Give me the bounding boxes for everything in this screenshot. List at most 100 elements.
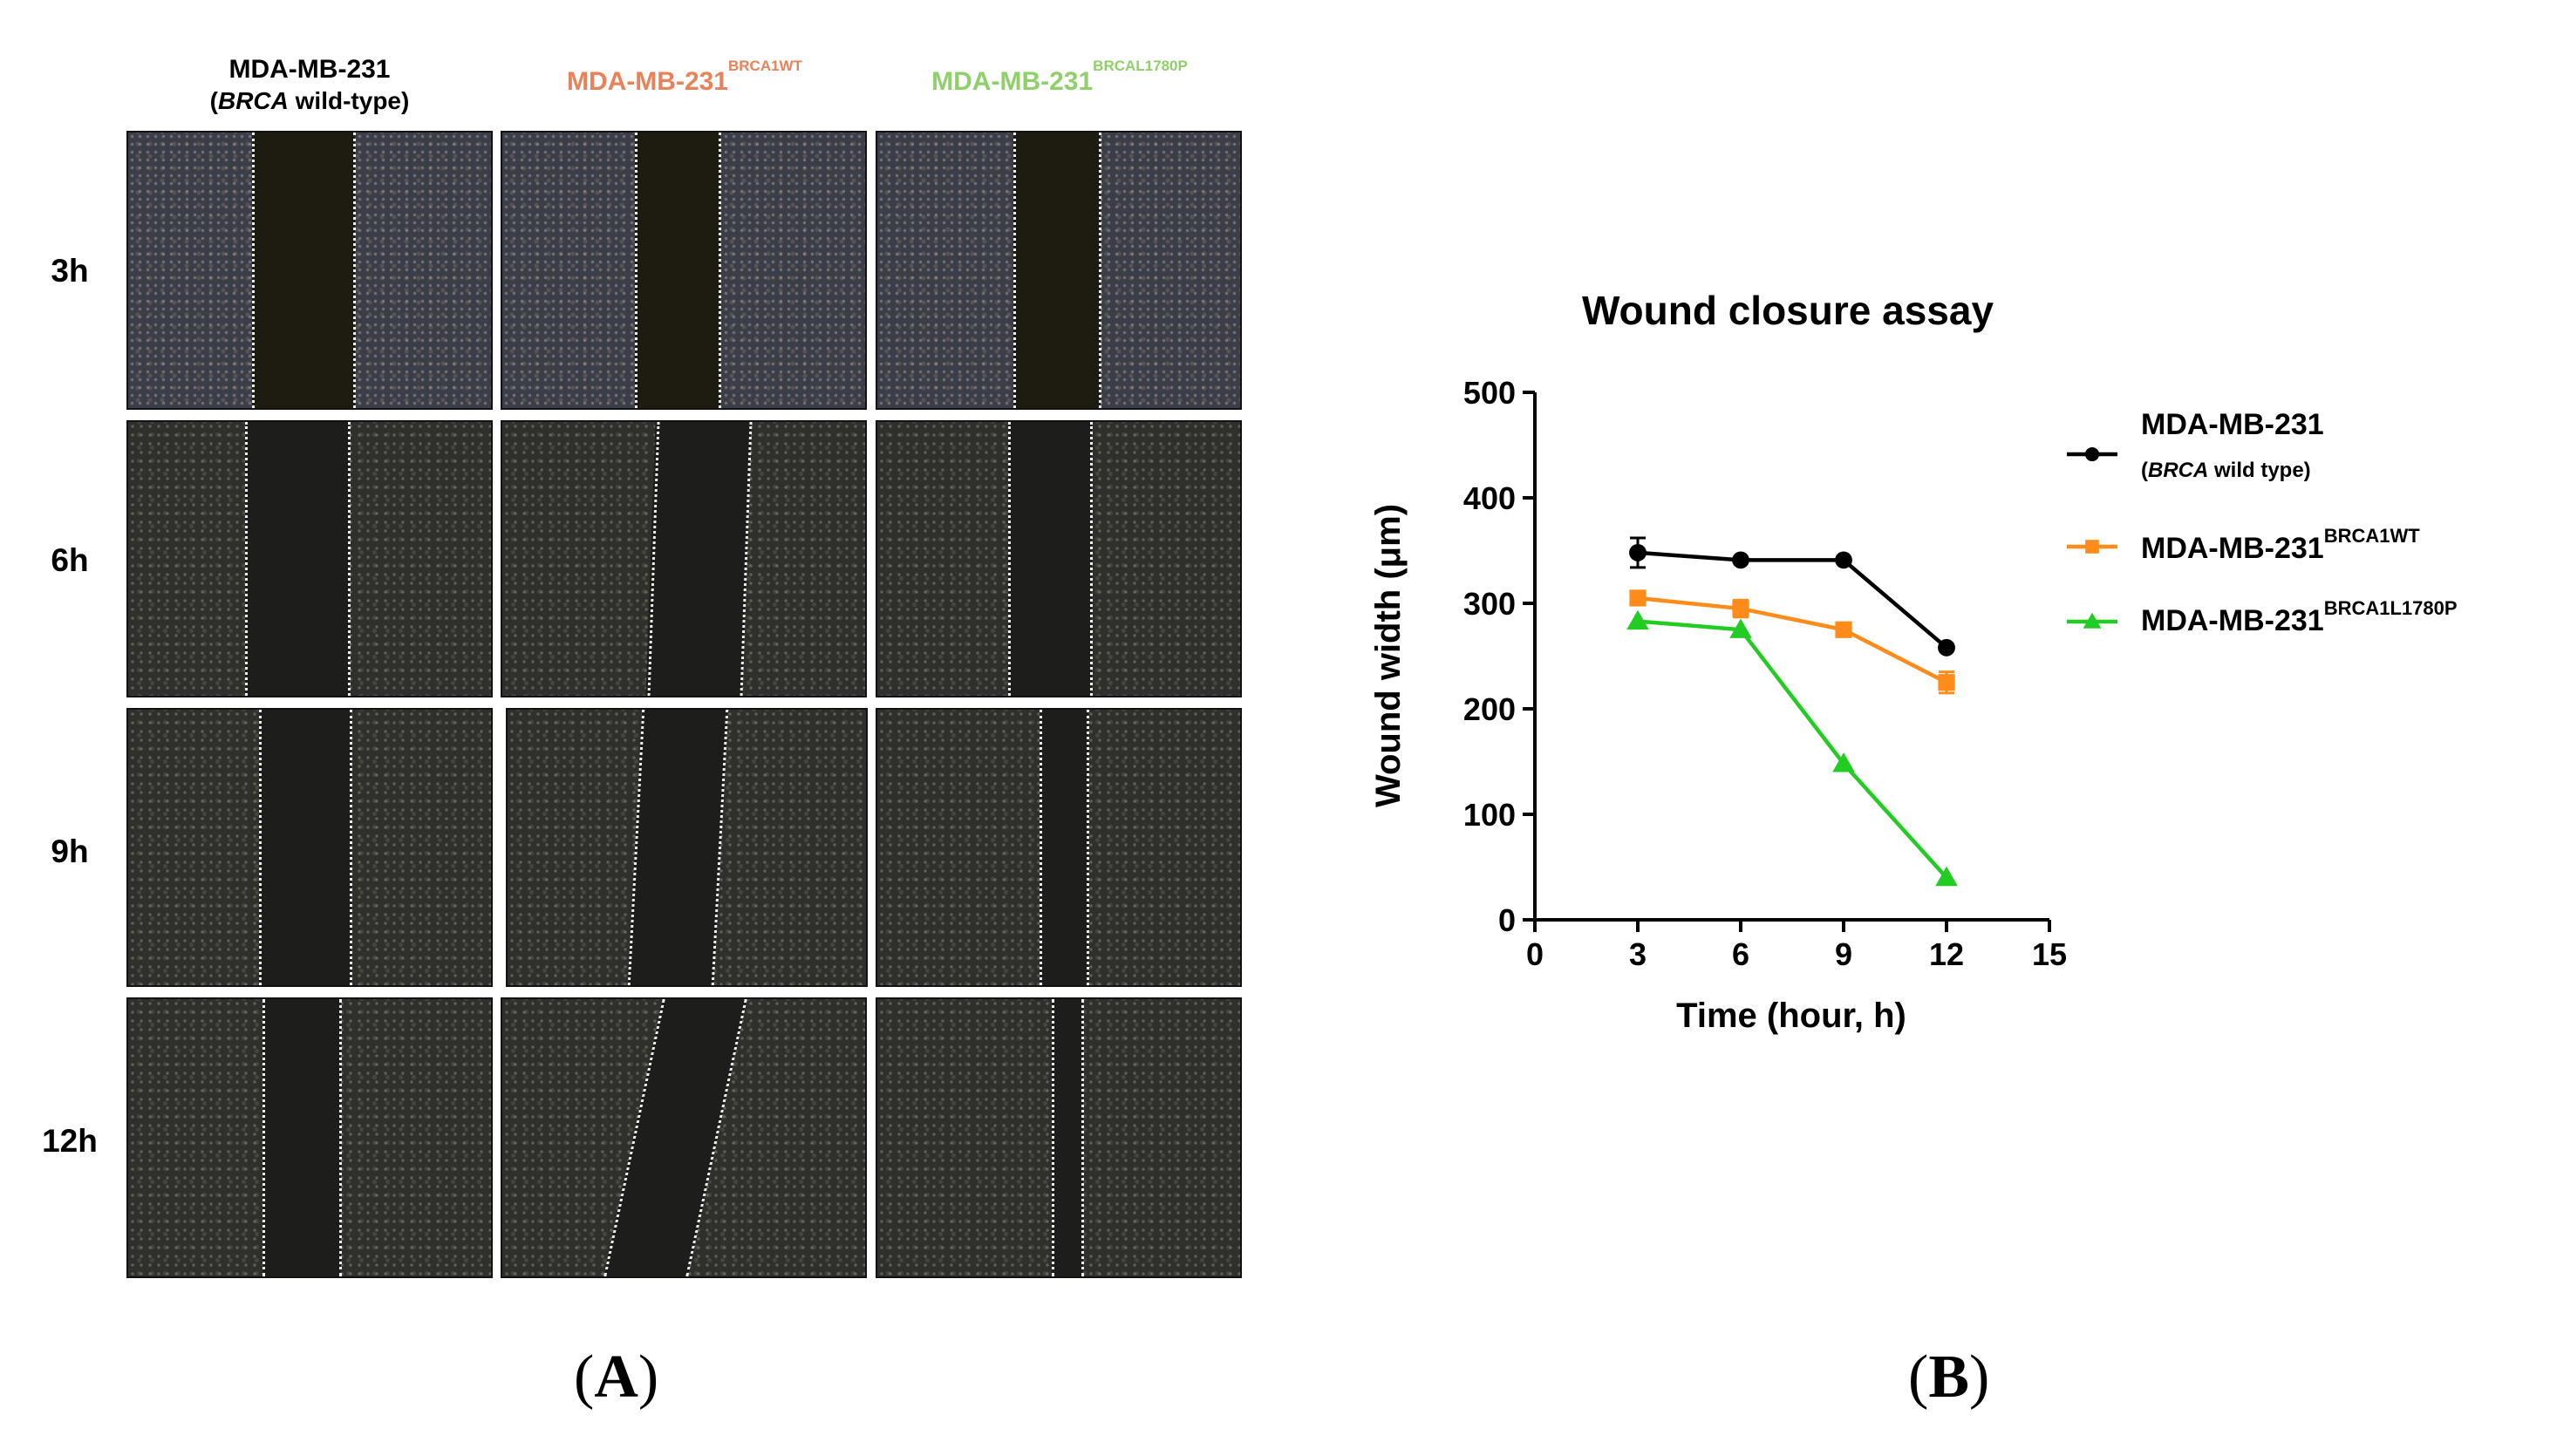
column-header-subtitle: (BRCA wild-type) bbox=[126, 85, 493, 117]
series-line bbox=[1637, 550, 1948, 650]
panel-a-label: (A) bbox=[574, 1344, 659, 1411]
wound-edge-line bbox=[252, 133, 255, 408]
wound-edge-line bbox=[1087, 710, 1089, 985]
data-point bbox=[1729, 618, 1752, 638]
micrograph-3h-brcal1780p bbox=[876, 131, 1242, 410]
series-line bbox=[1637, 619, 1948, 880]
legend-label-brca1l1780p: MDA-MB-231BRCA1L1780P bbox=[2141, 599, 2458, 638]
wound-edge-line bbox=[259, 710, 262, 985]
y-tick-label: 400 bbox=[1463, 480, 1516, 516]
legend-subtitle-open: ( bbox=[2141, 459, 2148, 482]
data-marks bbox=[1626, 536, 1958, 887]
panel-letter: A bbox=[594, 1344, 638, 1411]
micrograph-6h-wild-type bbox=[126, 420, 493, 697]
data-point bbox=[1626, 609, 1649, 630]
data-point bbox=[1629, 589, 1647, 607]
x-tick-label: 12 bbox=[1929, 936, 1964, 972]
micrograph-9h-brcal1780p bbox=[876, 708, 1242, 987]
wound-gap bbox=[1013, 133, 1101, 408]
micrograph-12h-brcal1780p bbox=[876, 997, 1242, 1278]
wound-edge-line bbox=[353, 133, 356, 408]
micrograph-3h-brca1wt bbox=[501, 131, 867, 410]
subtitle-rest: wild-type) bbox=[288, 87, 410, 114]
wound-gap bbox=[1040, 710, 1088, 985]
x-tick-label: 6 bbox=[1732, 936, 1749, 972]
wound-edge-line bbox=[1081, 999, 1084, 1276]
wound-edge-line bbox=[339, 999, 342, 1276]
wound-gap bbox=[635, 133, 720, 408]
row-label-6h: 6h bbox=[51, 542, 89, 578]
legend-series-name: MDA-MB-231 bbox=[2141, 408, 2324, 441]
y-tick-label: 300 bbox=[1463, 586, 1516, 622]
data-point bbox=[1938, 638, 1955, 657]
micrograph-3h-wild-type bbox=[126, 131, 493, 410]
legend bbox=[2067, 446, 2117, 629]
wound-edge-line bbox=[635, 133, 638, 408]
micrograph-12h-brca1wt bbox=[501, 997, 867, 1278]
micrograph-9h-brca1wt bbox=[506, 708, 868, 987]
wound-gap bbox=[252, 133, 355, 408]
x-tick-label: 0 bbox=[1526, 936, 1544, 972]
micrograph-6h-brcal1780p bbox=[876, 420, 1242, 697]
data-point bbox=[1938, 674, 1955, 691]
wound-edge-line bbox=[1013, 133, 1016, 408]
legend-subtitle-rest: wild type) bbox=[2208, 459, 2311, 482]
wound-gap bbox=[1008, 422, 1092, 696]
data-point bbox=[1835, 551, 1852, 569]
legend-subtitle-wild-type: (BRCA wild type) bbox=[2141, 459, 2311, 483]
y-tick-label: 500 bbox=[1463, 375, 1516, 411]
micrograph-12h-wild-type bbox=[126, 997, 493, 1278]
wound-edge-line bbox=[1090, 422, 1093, 696]
data-point bbox=[1832, 752, 1855, 772]
wound-gap bbox=[245, 422, 350, 696]
legend-series-sup: BRCA1L1780P bbox=[2323, 597, 2458, 619]
row-label-12h: 12h bbox=[42, 1123, 98, 1159]
data-point bbox=[1732, 551, 1749, 569]
wound-edge-line bbox=[262, 999, 265, 1276]
wound-gap bbox=[259, 710, 351, 985]
panel-b-label: (B) bbox=[1908, 1344, 1990, 1411]
column-header-sup: BRCAL1780P bbox=[1093, 58, 1188, 74]
wound-edge-line bbox=[245, 422, 248, 696]
legend-marker bbox=[2083, 612, 2102, 629]
axes: 0 100 200 300 400 500 0 3 6 9 12 15 bbox=[1463, 375, 2067, 972]
wound-edge-line bbox=[350, 710, 352, 985]
wound-edge-line bbox=[1052, 999, 1054, 1276]
wound-gap bbox=[1052, 999, 1083, 1276]
row-label-9h: 9h bbox=[51, 833, 89, 869]
wound-edge-line bbox=[719, 133, 721, 408]
legend-subtitle-italic: BRCA bbox=[2148, 459, 2209, 482]
y-tick-label: 100 bbox=[1463, 797, 1516, 833]
data-point bbox=[1732, 600, 1749, 617]
y-axis-label: Wound width (μm) bbox=[1369, 504, 1408, 807]
x-axis-label: Time (hour, h) bbox=[1676, 997, 1906, 1035]
column-header-name: MDA-MB-231 bbox=[228, 55, 391, 84]
series-line bbox=[1637, 595, 1948, 684]
legend-marker bbox=[2085, 540, 2099, 554]
wound-edge-line bbox=[1099, 133, 1101, 408]
wound-edge-line bbox=[1040, 710, 1042, 985]
column-header-name: MDA-MB-231 bbox=[566, 67, 728, 96]
wound-edge-line bbox=[348, 422, 351, 696]
subtitle-italic: BRCA bbox=[217, 87, 289, 114]
legend-series-sup: BRCA1WT bbox=[2323, 525, 2420, 547]
y-tick-label: 200 bbox=[1463, 691, 1516, 727]
data-point bbox=[1629, 544, 1647, 561]
column-header-sup: BRCA1WT bbox=[728, 58, 802, 74]
legend-marker bbox=[2084, 446, 2100, 462]
wound-edge-line bbox=[1008, 422, 1011, 696]
wound-gap bbox=[262, 999, 341, 1276]
row-label-3h: 3h bbox=[51, 253, 89, 289]
x-tick-label: 3 bbox=[1629, 936, 1647, 972]
chart-title: Wound closure assay bbox=[1582, 288, 1994, 333]
legend-series-name: MDA-MB-231 bbox=[2141, 604, 2324, 637]
data-point bbox=[1935, 866, 1958, 887]
column-header-brcal1780p: MDA-MB-231BRCAL1780P bbox=[876, 58, 1243, 98]
x-tick-label: 15 bbox=[2032, 936, 2067, 972]
subtitle-open: ( bbox=[209, 87, 218, 114]
column-header-brca1wt: MDA-MB-231BRCA1WT bbox=[501, 58, 868, 98]
data-point bbox=[1835, 621, 1852, 638]
y-tick-label: 0 bbox=[1498, 902, 1516, 938]
micrograph-9h-wild-type bbox=[126, 708, 493, 987]
